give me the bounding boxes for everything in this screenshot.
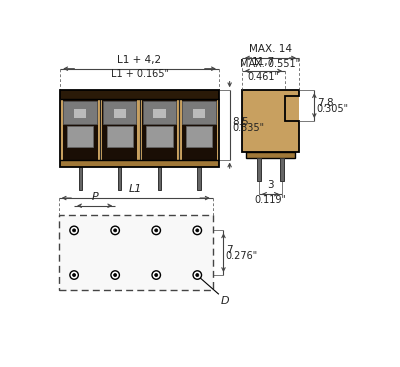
Circle shape bbox=[114, 273, 117, 277]
Bar bbox=[63, 101, 97, 124]
Bar bbox=[182, 99, 216, 160]
Circle shape bbox=[152, 271, 160, 279]
Text: L1: L1 bbox=[129, 184, 142, 194]
Text: 0.461": 0.461" bbox=[248, 72, 280, 82]
Bar bbox=[102, 99, 137, 160]
Bar bbox=[182, 101, 216, 124]
Circle shape bbox=[72, 229, 76, 232]
Bar bbox=[74, 109, 86, 118]
Bar bbox=[106, 126, 133, 147]
Text: L1 + 4,2: L1 + 4,2 bbox=[118, 55, 162, 65]
Circle shape bbox=[155, 273, 158, 277]
Circle shape bbox=[111, 226, 120, 235]
Bar bbox=[67, 126, 93, 147]
Text: 0.276": 0.276" bbox=[226, 251, 258, 261]
Bar bbox=[103, 101, 136, 124]
Text: L1 + 0.165": L1 + 0.165" bbox=[110, 69, 168, 79]
Polygon shape bbox=[242, 90, 299, 152]
Circle shape bbox=[111, 271, 120, 279]
Bar bbox=[193, 109, 205, 118]
Bar bbox=[60, 90, 219, 99]
Text: MAX. 14: MAX. 14 bbox=[249, 44, 292, 54]
Bar bbox=[158, 167, 161, 190]
Bar bbox=[257, 158, 261, 181]
Bar bbox=[59, 215, 213, 290]
Text: 0.335": 0.335" bbox=[233, 123, 265, 133]
Bar bbox=[62, 99, 98, 160]
Circle shape bbox=[193, 271, 202, 279]
Bar bbox=[153, 109, 166, 118]
Text: 3: 3 bbox=[267, 180, 274, 190]
Bar bbox=[142, 99, 177, 160]
Circle shape bbox=[70, 226, 78, 235]
Bar bbox=[118, 167, 121, 190]
Text: 0.119": 0.119" bbox=[254, 195, 286, 205]
Text: 11,7: 11,7 bbox=[252, 57, 275, 67]
Bar bbox=[114, 109, 126, 118]
Bar bbox=[78, 167, 82, 190]
Circle shape bbox=[114, 229, 117, 232]
Bar bbox=[246, 152, 295, 158]
Text: 8.5: 8.5 bbox=[233, 117, 249, 127]
Bar bbox=[146, 126, 172, 147]
Bar bbox=[60, 90, 219, 167]
Bar bbox=[242, 90, 299, 152]
Text: D: D bbox=[221, 296, 230, 306]
Text: P: P bbox=[91, 192, 98, 202]
Text: 7: 7 bbox=[226, 245, 232, 255]
Circle shape bbox=[196, 273, 199, 277]
Text: 7,8: 7,8 bbox=[317, 98, 333, 108]
Bar bbox=[198, 167, 200, 190]
Circle shape bbox=[152, 226, 160, 235]
Circle shape bbox=[193, 226, 202, 235]
Circle shape bbox=[72, 273, 76, 277]
Bar bbox=[60, 160, 219, 167]
Bar bbox=[186, 126, 212, 147]
Bar bbox=[60, 90, 219, 160]
Circle shape bbox=[70, 271, 78, 279]
Text: MAX. 0.551": MAX. 0.551" bbox=[240, 59, 300, 69]
Bar bbox=[143, 101, 176, 124]
Circle shape bbox=[155, 229, 158, 232]
Text: 0.305": 0.305" bbox=[317, 104, 349, 114]
Bar bbox=[280, 158, 284, 181]
Circle shape bbox=[196, 229, 199, 232]
